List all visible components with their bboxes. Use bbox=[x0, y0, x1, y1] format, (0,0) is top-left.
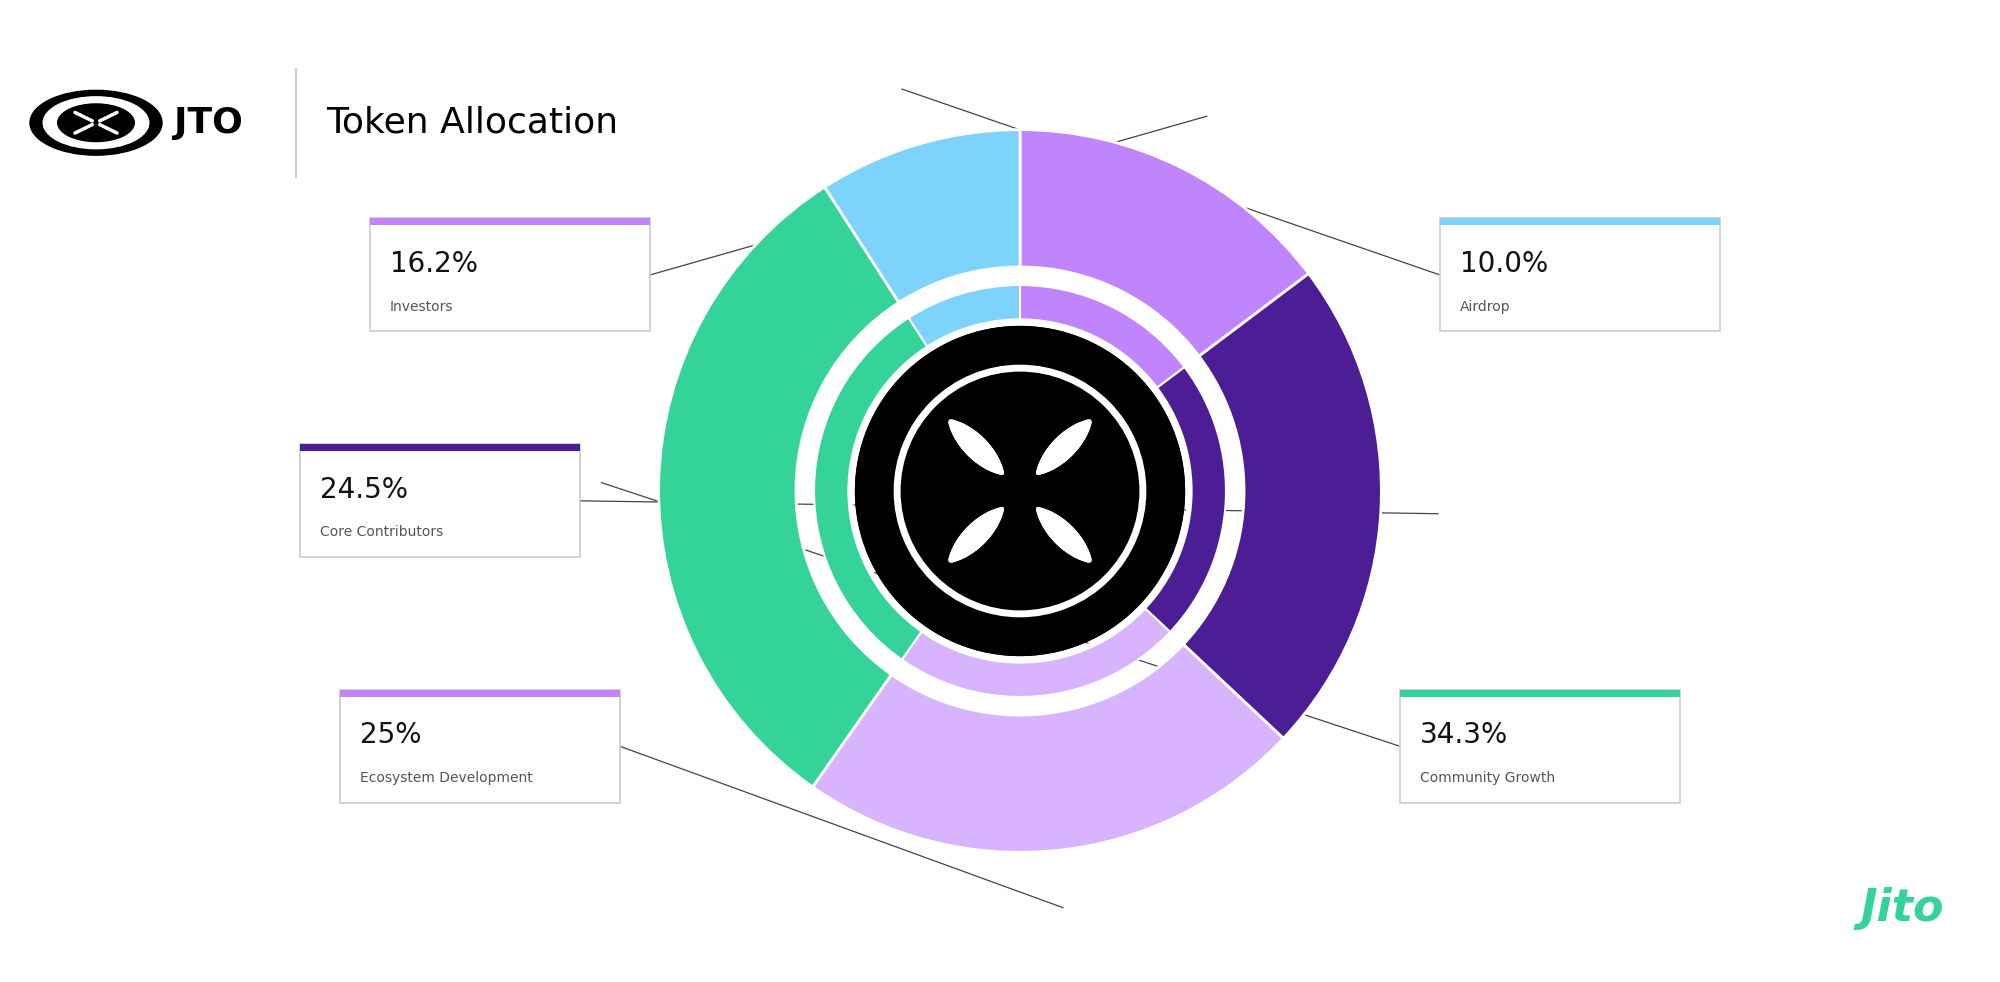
Wedge shape bbox=[812, 644, 1284, 852]
Wedge shape bbox=[1144, 367, 1226, 632]
FancyBboxPatch shape bbox=[1400, 690, 1680, 803]
Circle shape bbox=[58, 104, 134, 141]
FancyBboxPatch shape bbox=[370, 219, 650, 226]
Text: Jito: Jito bbox=[1860, 887, 1944, 930]
Circle shape bbox=[856, 327, 1184, 655]
Text: 24.5%: 24.5% bbox=[320, 475, 408, 504]
Wedge shape bbox=[1184, 274, 1382, 738]
Text: Investors: Investors bbox=[390, 300, 454, 313]
FancyBboxPatch shape bbox=[340, 690, 620, 803]
Circle shape bbox=[856, 327, 1184, 655]
Text: Token Allocation: Token Allocation bbox=[326, 106, 618, 139]
FancyBboxPatch shape bbox=[340, 690, 620, 697]
Text: Ecosystem Development: Ecosystem Development bbox=[360, 771, 532, 785]
FancyBboxPatch shape bbox=[1440, 219, 1720, 226]
Wedge shape bbox=[824, 130, 1020, 302]
Wedge shape bbox=[1020, 130, 1308, 356]
Text: Airdrop: Airdrop bbox=[1460, 300, 1510, 313]
FancyBboxPatch shape bbox=[1440, 219, 1720, 332]
Text: JTO: JTO bbox=[174, 106, 242, 139]
Wedge shape bbox=[658, 187, 898, 787]
Text: 25%: 25% bbox=[360, 721, 422, 749]
Circle shape bbox=[44, 97, 148, 148]
Wedge shape bbox=[814, 318, 928, 660]
FancyBboxPatch shape bbox=[1400, 690, 1680, 697]
Text: 34.3%: 34.3% bbox=[1420, 721, 1508, 749]
FancyBboxPatch shape bbox=[300, 445, 580, 558]
Wedge shape bbox=[908, 285, 1020, 348]
FancyBboxPatch shape bbox=[300, 445, 580, 452]
FancyBboxPatch shape bbox=[370, 219, 650, 332]
Text: 16.2%: 16.2% bbox=[390, 249, 478, 278]
Text: Core Contributors: Core Contributors bbox=[320, 525, 444, 539]
Text: 10.0%: 10.0% bbox=[1460, 249, 1548, 278]
Circle shape bbox=[30, 90, 162, 155]
Wedge shape bbox=[1020, 285, 1184, 389]
Wedge shape bbox=[902, 607, 1170, 697]
Text: Community Growth: Community Growth bbox=[1420, 771, 1556, 785]
